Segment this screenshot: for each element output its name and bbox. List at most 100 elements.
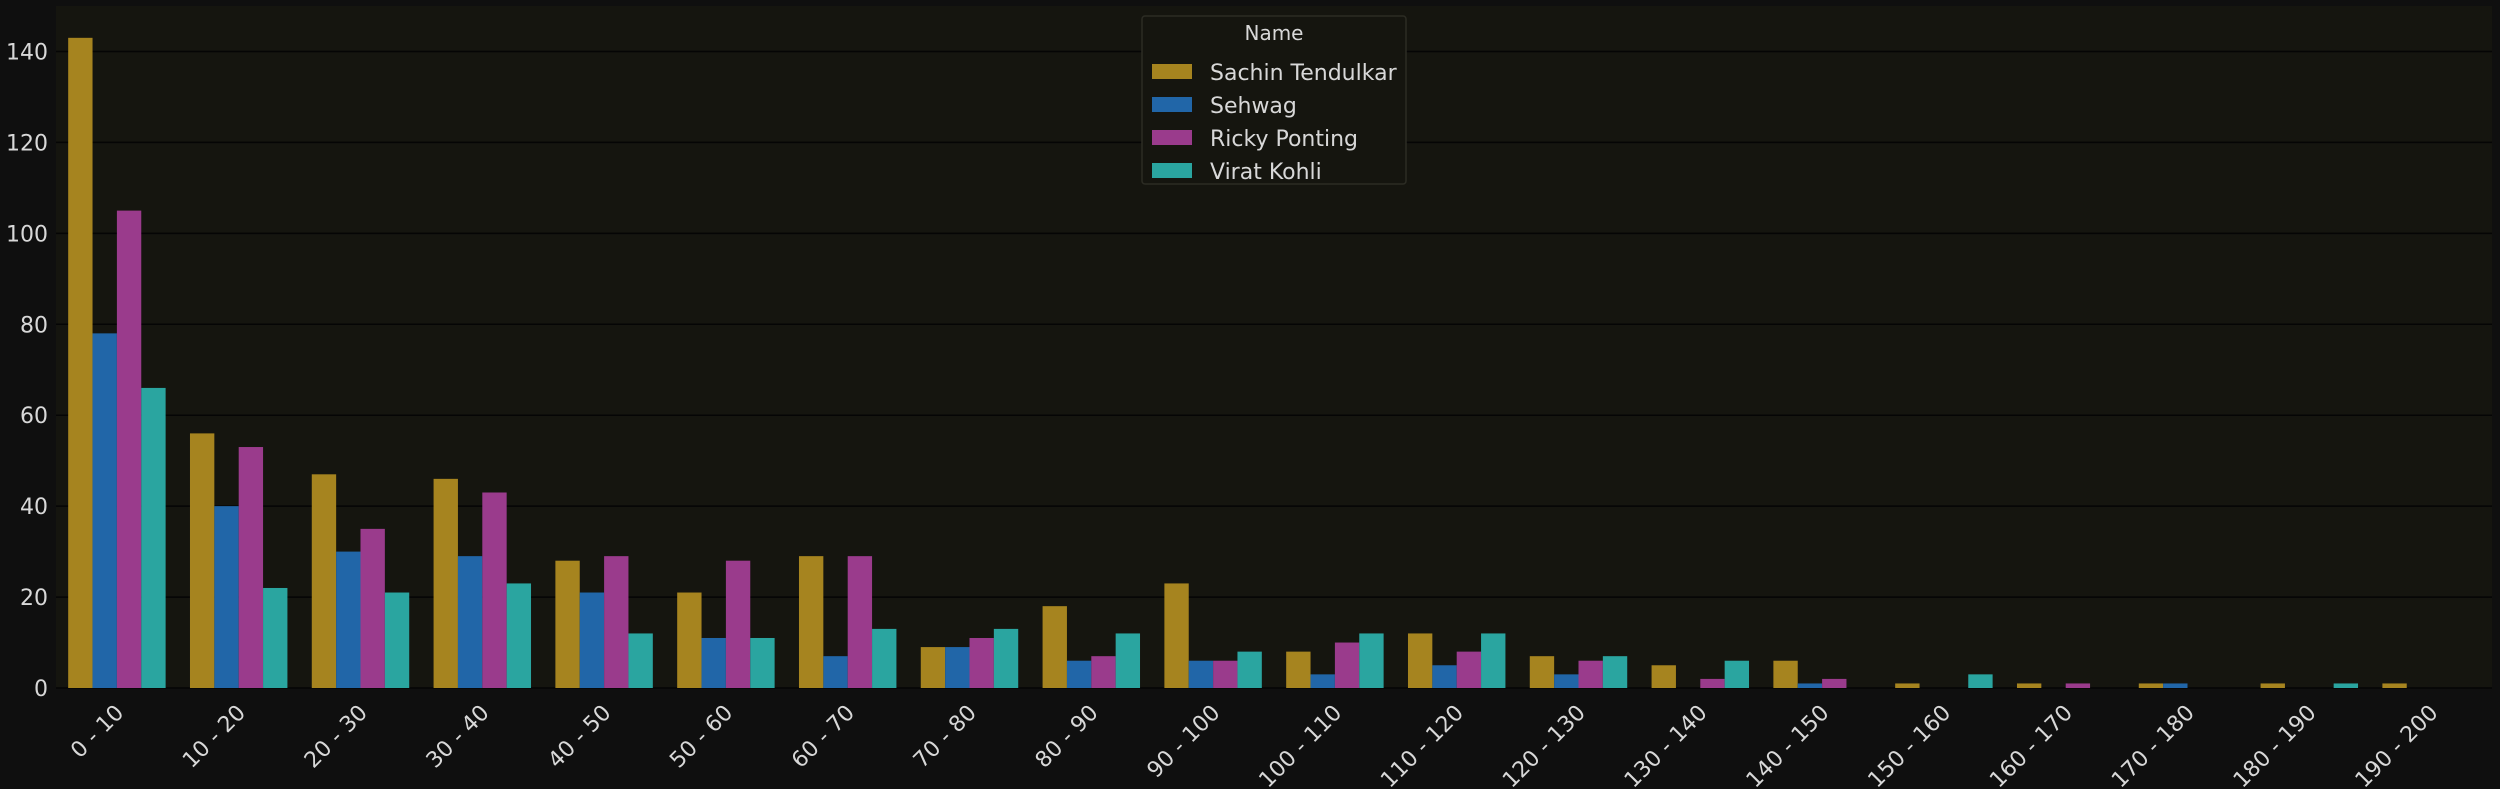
bar-ricky-ponting	[604, 556, 629, 688]
bar-ricky-ponting	[1700, 678, 1725, 688]
x-tick-label: 10 - 20	[178, 701, 251, 774]
bar-sehwag	[2163, 683, 2188, 688]
legend: Name Sachin Tendulkar Sehwag Ricky Ponting…	[1141, 15, 1407, 185]
bar-virat-kohli	[1481, 633, 1506, 688]
bar-sachin-tendulkar	[433, 478, 458, 688]
bar-ricky-ponting	[725, 560, 751, 688]
y-axis: 0 20 40 60 80 100 120 140	[6, 40, 48, 702]
x-tick-label: 60 - 70	[787, 701, 860, 774]
bar-ricky-ponting	[1456, 651, 1482, 688]
bar-virat-kohli	[1602, 656, 1628, 688]
bar-virat-kohli	[1237, 651, 1262, 688]
bar-virat-kohli	[2333, 683, 2359, 688]
bar-sachin-tendulkar	[1042, 606, 1067, 688]
bar-ricky-ponting	[969, 637, 994, 688]
x-tick-label: 130 - 140	[1620, 701, 1713, 789]
bar-sehwag	[1432, 665, 1457, 688]
bar-sehwag	[1797, 683, 1823, 688]
bar-sachin-tendulkar	[311, 474, 337, 688]
bars	[68, 37, 2407, 689]
bar-sehwag	[92, 333, 117, 688]
bar-virat-kohli	[1724, 660, 1750, 688]
bar-virat-kohli	[506, 583, 532, 688]
bar-sachin-tendulkar	[798, 556, 824, 688]
bar-ricky-ponting	[116, 210, 142, 688]
x-tick-label: 180 - 190	[2229, 701, 2322, 789]
bar-sehwag	[214, 506, 239, 688]
bar-sachin-tendulkar	[189, 433, 215, 688]
bar-ricky-ponting	[1091, 656, 1116, 688]
bar-sachin-tendulkar	[920, 647, 946, 688]
bar-sehwag	[579, 592, 605, 688]
bar-sachin-tendulkar	[555, 560, 580, 688]
bar-sachin-tendulkar	[2260, 683, 2285, 688]
bar-sachin-tendulkar	[2016, 683, 2042, 688]
bar-sachin-tendulkar	[2382, 683, 2407, 688]
bar-virat-kohli	[1359, 633, 1384, 688]
bar-sachin-tendulkar	[1286, 651, 1311, 688]
y-tick-label: 140	[6, 40, 48, 65]
x-tick-label: 90 - 100	[1143, 701, 1226, 784]
x-tick-label: 40 - 50	[544, 701, 617, 774]
bar-sehwag	[945, 647, 970, 688]
y-tick-label: 60	[20, 404, 48, 429]
x-tick-label: 160 - 170	[1985, 701, 2078, 789]
bar-sachin-tendulkar	[1773, 660, 1798, 688]
y-tick-label: 40	[20, 495, 48, 520]
bar-sehwag	[1554, 674, 1579, 688]
x-tick-label: 30 - 40	[422, 701, 495, 774]
bar-virat-kohli	[993, 628, 1019, 688]
bar-sehwag	[336, 551, 361, 688]
x-tick-label: 50 - 60	[665, 701, 738, 774]
bar-ricky-ponting	[482, 492, 507, 688]
x-tick-label: 110 - 120	[1376, 701, 1469, 789]
bar-ricky-ponting	[1578, 660, 1603, 688]
bar-ricky-ponting	[847, 556, 873, 688]
bar-sehwag	[701, 637, 726, 688]
x-tick-label: 20 - 30	[300, 701, 373, 774]
bar-virat-kohli	[750, 637, 775, 688]
bar-sachin-tendulkar	[1651, 665, 1676, 688]
bar-ricky-ponting	[1213, 660, 1238, 688]
bar-ricky-ponting	[2065, 683, 2091, 688]
y-tick-label: 80	[20, 313, 48, 338]
x-tick-label: 170 - 180	[2107, 701, 2200, 789]
x-tick-label: 100 - 110	[1255, 701, 1348, 789]
bar-sehwag	[823, 656, 848, 688]
bar-virat-kohli	[263, 587, 288, 688]
bar-virat-kohli	[872, 628, 897, 688]
legend-swatch	[1152, 97, 1192, 112]
bar-sehwag	[1310, 674, 1335, 688]
legend-box	[1141, 15, 1407, 185]
x-axis: 0 - 10 10 - 20 20 - 30 30 - 40 40 - 50 50 - 6…	[66, 701, 2443, 789]
bar-sachin-tendulkar	[1164, 583, 1189, 688]
bar-ricky-ponting	[1334, 642, 1360, 688]
legend-label: Ricky Ponting	[1210, 127, 1358, 152]
bar-sachin-tendulkar	[1407, 633, 1433, 688]
legend-label: Sachin Tendulkar	[1210, 61, 1398, 86]
legend-label: Sehwag	[1210, 94, 1297, 119]
bar-sachin-tendulkar	[677, 592, 702, 688]
x-tick-label: 190 - 200	[2351, 701, 2444, 789]
bar-sachin-tendulkar	[2138, 683, 2164, 688]
bar-sehwag	[1066, 660, 1092, 688]
y-tick-label: 20	[20, 586, 48, 611]
x-tick-label: 150 - 160	[1864, 701, 1957, 789]
bar-sachin-tendulkar	[68, 37, 93, 689]
bar-ricky-ponting	[1822, 678, 1847, 688]
bar-sachin-tendulkar	[1895, 683, 1920, 688]
legend-title: Name	[1244, 21, 1303, 45]
bar-ricky-ponting	[238, 447, 264, 688]
bar-ricky-ponting	[360, 528, 385, 688]
bar-virat-kohli	[141, 387, 166, 688]
bar-sachin-tendulkar	[1529, 656, 1555, 688]
bar-sehwag	[457, 556, 483, 688]
y-tick-label: 100	[6, 222, 48, 247]
bar-virat-kohli	[1115, 633, 1141, 688]
legend-swatch	[1152, 130, 1192, 145]
x-tick-label: 70 - 80	[909, 701, 982, 774]
bar-sehwag	[1188, 660, 1214, 688]
bar-virat-kohli	[628, 633, 653, 688]
legend-label: Virat Kohli	[1210, 160, 1322, 185]
